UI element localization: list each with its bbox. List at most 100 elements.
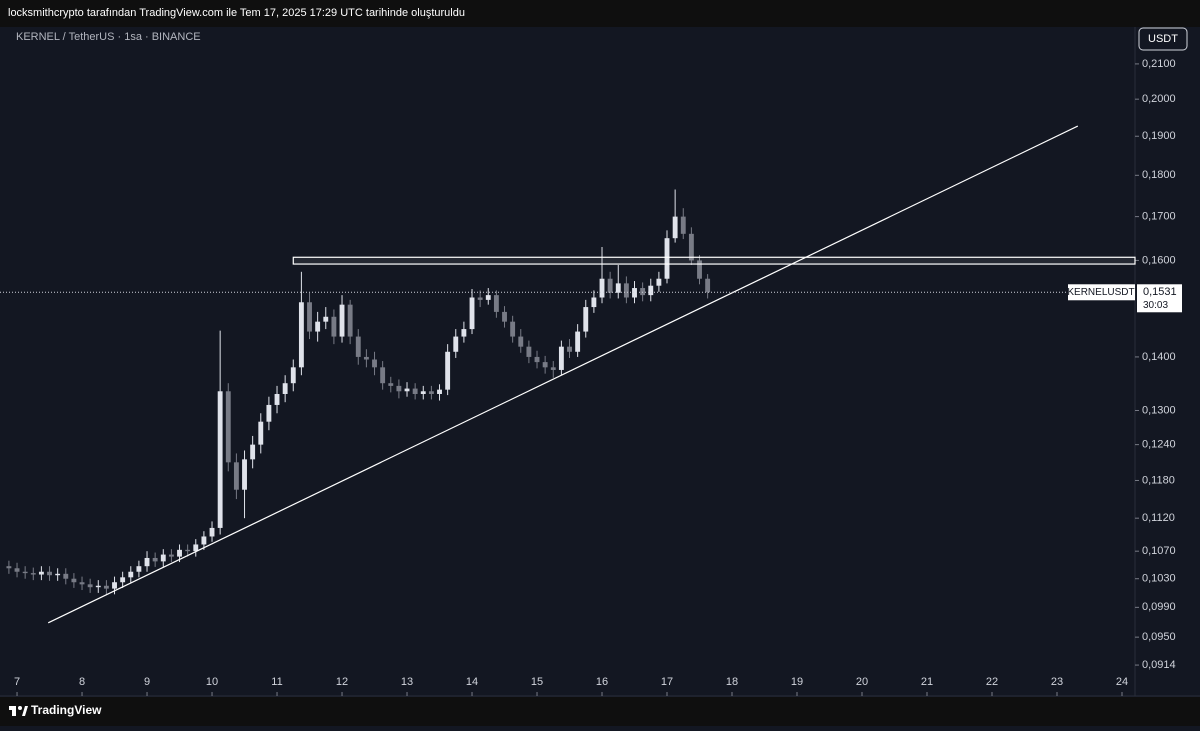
candle-body <box>95 585 101 588</box>
logo-part <box>22 706 28 716</box>
x-tick-label: 8 <box>79 676 85 688</box>
candle-body <box>185 549 191 552</box>
candle-body <box>445 351 451 390</box>
candle-body <box>672 216 678 239</box>
y-tick-label: 0,1180 <box>1142 474 1175 486</box>
candle-body <box>518 336 524 347</box>
brand: TradingView <box>31 703 102 717</box>
candle-body <box>453 336 459 352</box>
candle-body <box>550 367 556 370</box>
candle-body <box>258 421 264 445</box>
candle-body <box>697 260 702 279</box>
candle-body <box>136 566 142 572</box>
symbol-info: KERNEL / TetherUS · 1sa · BINANCE <box>16 31 201 43</box>
top-bar <box>0 0 1200 27</box>
x-tick-label: 11 <box>271 676 282 688</box>
candle-body <box>63 573 69 579</box>
y-tick-label: 0,1240 <box>1142 439 1176 451</box>
candle-body <box>103 585 109 589</box>
candle-body <box>274 393 280 405</box>
candle-body <box>250 444 256 460</box>
logo-part <box>18 706 22 710</box>
candle-body <box>485 295 491 300</box>
candle-body <box>591 297 597 308</box>
candle-body <box>664 238 670 279</box>
candle-body <box>558 346 564 370</box>
candle-body <box>510 321 516 337</box>
x-tick-label: 13 <box>401 676 413 688</box>
candle-body <box>233 462 239 490</box>
candle-body <box>355 336 361 357</box>
candle-body <box>298 302 304 368</box>
x-tick-label: 15 <box>531 676 543 688</box>
candle-body <box>120 577 126 583</box>
candle-body <box>526 346 532 357</box>
x-tick-label: 14 <box>466 676 478 688</box>
candle-body <box>372 359 377 368</box>
candle-body <box>315 321 321 332</box>
candle-body <box>412 388 418 394</box>
y-tick-label: 0,0914 <box>1142 659 1176 671</box>
candle-body <box>599 278 605 298</box>
candle-body <box>420 391 426 394</box>
x-tick-label: 17 <box>661 676 673 688</box>
y-tick-label: 0,1030 <box>1142 573 1176 585</box>
currency-button[interactable] <box>1138 27 1188 51</box>
y-tick-label: 0,1700 <box>1142 211 1176 223</box>
brand-logo <box>9 706 28 716</box>
candle-body <box>380 367 386 384</box>
y-tick-label: 0,0990 <box>1142 601 1176 613</box>
candle-body <box>502 311 507 322</box>
candle-body <box>87 584 93 588</box>
x-tick-label: 19 <box>791 676 803 688</box>
candle-body <box>688 233 694 261</box>
candle-body <box>404 388 410 392</box>
candle-body <box>461 329 467 337</box>
candle-body <box>623 283 629 298</box>
candle-body <box>656 278 662 286</box>
candle-body <box>30 573 36 575</box>
candle-body <box>225 391 231 463</box>
plot-area <box>6 125 1136 624</box>
candle-body <box>542 362 548 368</box>
x-tick-label: 21 <box>921 676 933 688</box>
candle-body <box>209 527 215 537</box>
x-tick-label: 18 <box>726 676 738 688</box>
currency-label: USDT <box>1148 33 1178 45</box>
candle-body <box>477 297 483 300</box>
candle-body <box>331 316 337 337</box>
candle-body <box>323 316 329 322</box>
candle-body <box>128 571 134 578</box>
candle-body <box>607 278 613 293</box>
candle-body <box>144 557 150 567</box>
countdown-label: 30:03 <box>1143 300 1168 311</box>
candle-body <box>152 557 158 562</box>
x-tick-label: 24 <box>1116 676 1128 688</box>
x-tick-label: 16 <box>596 676 608 688</box>
candle-body <box>79 582 85 585</box>
candle-body <box>493 295 499 312</box>
last-price-label: 0,1531 <box>1143 286 1177 298</box>
candle-body <box>55 573 61 576</box>
symbol-label: KERNELUSDT <box>1067 287 1134 298</box>
y-tick-label: 0,2100 <box>1142 58 1176 70</box>
candle-body <box>71 578 77 583</box>
trendline <box>47 125 1079 624</box>
candle-body <box>396 385 402 392</box>
candle-body <box>14 568 20 572</box>
y-tick-label: 0,0950 <box>1142 631 1176 643</box>
y-tick-label: 0,2000 <box>1142 93 1176 105</box>
candle-body <box>615 283 621 293</box>
candle-body <box>640 288 646 296</box>
candle-body <box>217 391 223 528</box>
x-tick-label: 10 <box>206 676 218 688</box>
candle-body <box>38 571 44 575</box>
candle-body <box>428 391 434 394</box>
candle-body <box>112 582 117 589</box>
x-tick-label: 9 <box>144 676 150 688</box>
x-tick-label: 7 <box>14 676 20 688</box>
y-tick-label: 0,1600 <box>1142 254 1176 266</box>
candle-body <box>705 278 711 293</box>
